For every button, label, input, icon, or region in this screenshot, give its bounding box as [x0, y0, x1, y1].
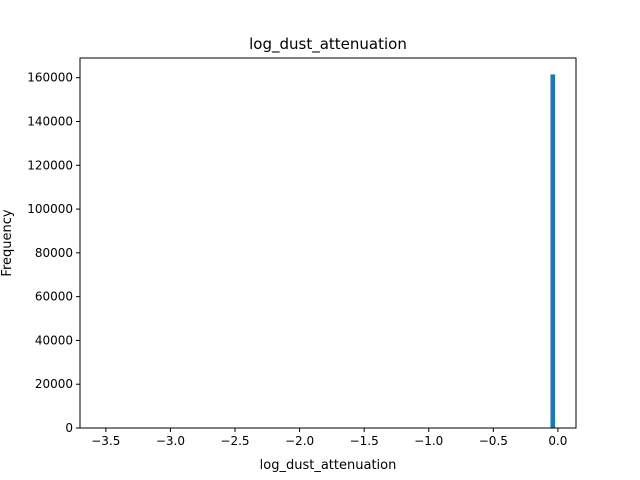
- chart-title: log_dust_attenuation: [249, 35, 407, 54]
- x-tick-label: −0.5: [479, 434, 508, 448]
- y-tick-label: 100000: [27, 202, 73, 216]
- x-tick-label: −1.5: [350, 434, 379, 448]
- y-tick-label: 80000: [35, 246, 73, 260]
- y-tick-label: 0: [65, 421, 73, 435]
- x-tick-label: −3.0: [156, 434, 185, 448]
- x-tick-label: 0.0: [548, 434, 567, 448]
- x-tick-label: −2.5: [220, 434, 249, 448]
- bars-group: [550, 74, 556, 429]
- y-axis-label: Frequency: [0, 209, 15, 276]
- y-tick-label: 120000: [27, 158, 73, 172]
- y-tick-label: 40000: [35, 333, 73, 347]
- y-axis-ticks: 0 20000 40000 60000 80000 100000 120000 140000 1…: [27, 71, 80, 435]
- y-tick-label: 160000: [27, 71, 73, 85]
- plot-frame: [79, 57, 577, 429]
- x-axis-label: log_dust_attenuation: [260, 458, 397, 473]
- x-tick-label: −2.0: [285, 434, 314, 448]
- y-tick-label: 20000: [35, 377, 73, 391]
- y-tick-label: 60000: [35, 290, 73, 304]
- x-tick-label: −3.5: [91, 434, 120, 448]
- x-axis-ticks: −3.5 −3.0 −2.5 −2.0 −1.5 −1.0 −0.5 0.0: [91, 428, 567, 448]
- histogram-bar: [550, 74, 556, 429]
- x-tick-label: −1.0: [414, 434, 443, 448]
- y-tick-label: 140000: [27, 114, 73, 128]
